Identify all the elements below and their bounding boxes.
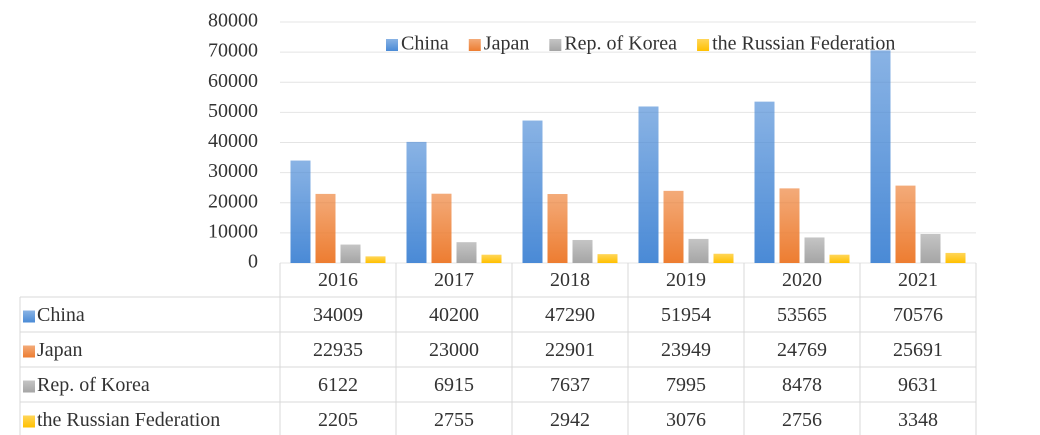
y-tick-label: 40000	[208, 130, 258, 152]
bar	[315, 193, 336, 263]
x-tick-label: 2016	[318, 269, 358, 291]
x-tick-label: 2018	[550, 269, 590, 291]
table-cell: 23000	[429, 339, 479, 361]
legend-key	[23, 345, 35, 358]
table-cell: 7637	[550, 374, 590, 396]
table-cell: 6915	[434, 374, 474, 396]
bar	[340, 244, 361, 263]
table-cell: 2942	[550, 409, 590, 431]
y-tick-label: 50000	[208, 100, 258, 122]
table-cell: 22935	[313, 339, 363, 361]
table-row-label: the Russian Federation	[37, 409, 220, 431]
bar	[597, 254, 618, 263]
table-cell: 7995	[666, 374, 706, 396]
bar	[481, 254, 502, 263]
legend-key	[697, 39, 710, 51]
legend-label: the Russian Federation	[712, 33, 895, 55]
bar	[456, 242, 477, 263]
legend-label: Japan	[484, 33, 530, 55]
table-row-label: Japan	[37, 339, 83, 361]
legend-key	[386, 39, 398, 51]
y-tick-label: 20000	[208, 190, 258, 212]
legend-key	[23, 415, 35, 428]
table-cell: 23949	[661, 339, 711, 361]
bar	[638, 106, 659, 263]
y-tick-label: 60000	[208, 70, 258, 92]
table-cell: 22901	[545, 339, 595, 361]
bar	[365, 256, 386, 263]
bar	[572, 239, 593, 263]
table-cell: 2755	[434, 409, 474, 431]
x-tick-label: 2021	[898, 269, 938, 291]
y-tick-label: 80000	[208, 10, 258, 32]
table-cell: 8478	[782, 374, 822, 396]
y-tick-label: 70000	[208, 40, 258, 62]
bar	[804, 237, 825, 263]
y-tick-label: 30000	[208, 160, 258, 182]
legend-key	[23, 310, 35, 323]
bar	[829, 254, 850, 263]
bar	[870, 50, 891, 263]
bar	[522, 120, 543, 263]
table-cell: 9631	[898, 374, 938, 396]
bar	[945, 252, 966, 263]
table-cell: 2756	[782, 409, 822, 431]
bar	[754, 101, 775, 263]
bar	[290, 160, 311, 263]
table-cell: 3076	[666, 409, 706, 431]
bar	[663, 190, 684, 263]
bar	[920, 233, 941, 263]
bar	[713, 253, 734, 263]
table-cell: 3348	[898, 409, 938, 431]
table-cell: 51954	[661, 304, 711, 326]
table-cell: 53565	[777, 304, 827, 326]
table-cell: 34009	[313, 304, 363, 326]
legend-label: China	[401, 33, 449, 55]
bar	[431, 193, 452, 263]
table-cell: 47290	[545, 304, 595, 326]
bar	[779, 188, 800, 263]
legend-key	[23, 380, 35, 393]
table-cell: 40200	[429, 304, 479, 326]
table-cell: 25691	[893, 339, 943, 361]
x-tick-label: 2019	[666, 269, 706, 291]
table-cell: 2205	[318, 409, 358, 431]
bar	[547, 194, 568, 263]
bar	[895, 185, 916, 263]
x-tick-label: 2020	[782, 269, 822, 291]
y-tick-label: 10000	[208, 220, 258, 242]
table-cell: 24769	[777, 339, 827, 361]
x-tick-label: 2017	[434, 269, 474, 291]
legend-key	[549, 39, 562, 51]
y-tick-label: 0	[248, 251, 258, 273]
legend-key	[468, 39, 481, 51]
table-cell: 70576	[893, 304, 943, 326]
bar	[406, 141, 427, 263]
bar	[688, 238, 709, 263]
table-cell: 6122	[318, 374, 358, 396]
table-row-label: Rep. of Korea	[37, 374, 150, 396]
legend-label: Rep. of Korea	[564, 33, 677, 55]
table-row-label: China	[37, 304, 85, 326]
